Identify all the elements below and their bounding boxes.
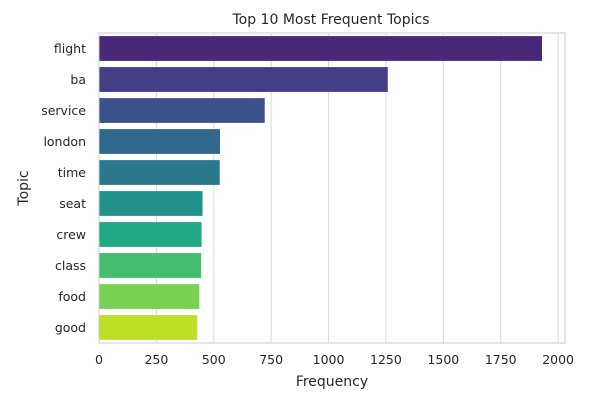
y-tick-labels: flight ba service london time seat crew class fo… <box>41 41 86 335</box>
x-axis-label: Frequency <box>296 374 368 390</box>
x-tick-label: 1500 <box>427 352 459 367</box>
bar-crew <box>99 222 202 247</box>
y-tick-label-service: service <box>41 103 86 118</box>
bar-food <box>99 284 200 309</box>
y-tick-label-crew: crew <box>56 227 86 242</box>
x-tick-labels: 0 250 500 750 1000 1250 1500 1750 2000 <box>95 352 574 367</box>
x-tick-label: 500 <box>202 352 226 367</box>
y-axis-label: Topic <box>16 170 32 206</box>
bar-ba <box>99 67 388 92</box>
bar-flight <box>99 36 543 61</box>
x-tick-label: 1750 <box>485 352 517 367</box>
chart-title: Top 10 Most Frequent Topics <box>231 12 429 28</box>
bar-london <box>99 129 220 154</box>
y-tick-label-ba: ba <box>70 72 86 87</box>
x-tick-label: 1000 <box>313 352 345 367</box>
bar-good <box>99 315 198 340</box>
y-tick-label-flight: flight <box>54 41 86 56</box>
y-tick-label-good: good <box>55 320 86 335</box>
plot-frame <box>98 32 566 344</box>
bar-service <box>99 98 265 123</box>
x-tick-label: 250 <box>144 352 168 367</box>
bars <box>99 36 543 340</box>
bar-time <box>99 160 220 185</box>
bar-class <box>99 253 202 278</box>
y-tick-label-london: london <box>43 134 86 149</box>
y-tick-label-class: class <box>55 258 86 273</box>
bar-seat <box>99 191 203 216</box>
y-tick-label-time: time <box>58 165 87 180</box>
x-tick-label: 1250 <box>370 352 402 367</box>
x-tick-label: 750 <box>259 352 283 367</box>
x-tick-label: 0 <box>95 352 103 367</box>
y-tick-label-food: food <box>58 289 86 304</box>
y-tick-label-seat: seat <box>59 196 86 211</box>
x-tick-label: 2000 <box>542 352 574 367</box>
